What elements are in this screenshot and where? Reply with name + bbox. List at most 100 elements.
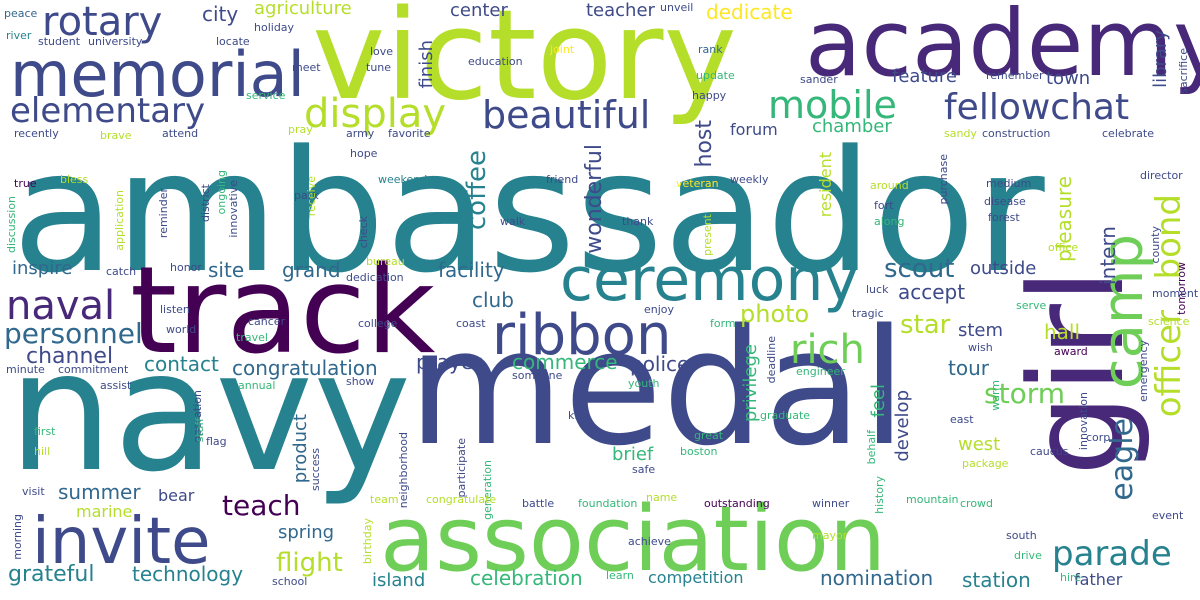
- word-veteran: veteran: [676, 177, 719, 190]
- word-invite: invite: [32, 505, 211, 579]
- word-chamber: chamber: [812, 116, 892, 137]
- word-dedication: dedication: [346, 271, 404, 284]
- word-congratulate: congratulate: [426, 493, 497, 506]
- word-love: love: [370, 45, 394, 58]
- word-pray: pray: [288, 123, 313, 136]
- word-center: center: [450, 0, 508, 21]
- word-show: show: [346, 375, 375, 388]
- word-medium: medium: [986, 177, 1032, 190]
- word-unveil: unveil: [660, 1, 694, 14]
- word-innovative: innovative: [227, 180, 240, 238]
- word-college: college: [358, 317, 398, 330]
- word-competition: competition: [648, 568, 744, 587]
- word-true: true: [14, 177, 37, 190]
- word-south: south: [1006, 529, 1037, 542]
- word-celebrate: celebrate: [1102, 127, 1154, 140]
- word-academy: academy: [805, 0, 1200, 97]
- word-sacrifice: sacrifice: [1177, 48, 1190, 94]
- word-event: event: [1152, 509, 1184, 522]
- word-crowd: crowd: [960, 497, 994, 510]
- word-along: along: [874, 215, 905, 228]
- word-boston: boston: [680, 445, 718, 458]
- word-personnel: personnel: [4, 317, 143, 350]
- word-present: present: [701, 214, 714, 256]
- word-dedicate: dedicate: [706, 0, 793, 24]
- word-ambassador: ambassador: [12, 114, 1045, 310]
- word-memorial: memorial: [10, 38, 305, 111]
- word-brave: brave: [100, 129, 132, 142]
- word-prayer: prayer: [416, 350, 482, 374]
- word-serve: serve: [1016, 299, 1047, 312]
- word-station: station: [962, 568, 1031, 592]
- word-receive: receive: [305, 176, 318, 217]
- word-success: success: [309, 448, 322, 492]
- word-around: around: [870, 179, 909, 192]
- word-forest: forest: [988, 211, 1020, 224]
- word-river: river: [6, 29, 32, 42]
- word-history: history: [873, 476, 886, 514]
- word-site: site: [208, 258, 245, 282]
- word-service: service: [246, 89, 286, 102]
- word-application: application: [113, 190, 126, 251]
- word-rich: rich: [790, 327, 865, 373]
- word-safe: safe: [632, 463, 656, 476]
- word-finish: finish: [416, 40, 437, 89]
- word-feature: feature: [892, 66, 957, 87]
- word-engineer: engineer: [796, 365, 845, 378]
- word-locate: locate: [216, 35, 250, 48]
- word-warm: warm: [989, 380, 1002, 411]
- word-travel: travel: [236, 331, 268, 344]
- word-intern: intern: [1096, 226, 1120, 285]
- word-update: update: [696, 69, 735, 82]
- word-wish: wish: [968, 341, 993, 354]
- word-agriculture: agriculture: [254, 0, 352, 19]
- word-hope: hope: [350, 147, 378, 160]
- word-thank: thank: [622, 215, 654, 228]
- word-participate: participate: [455, 438, 468, 498]
- word-star: star: [900, 310, 951, 340]
- word-fort: fort: [874, 199, 894, 212]
- word-product: product: [290, 414, 311, 484]
- word-association: association: [380, 487, 887, 592]
- word-stem: stem: [958, 320, 1004, 341]
- word-resident: resident: [816, 152, 835, 218]
- word-outside: outside: [970, 258, 1037, 279]
- word-staff: staff: [193, 418, 206, 443]
- word-kick: kick: [568, 409, 590, 422]
- word-happy: happy: [692, 89, 727, 102]
- word-rank: rank: [698, 43, 723, 56]
- word-commerce: commerce: [512, 350, 618, 374]
- word-fellowchat: fellowchat: [944, 87, 1130, 128]
- word-mobile: mobile: [768, 83, 897, 127]
- word-luck: luck: [866, 283, 889, 296]
- word-caucus: caucus: [1030, 445, 1069, 458]
- word-enjoy: enjoy: [644, 303, 675, 316]
- word-drive: drive: [1014, 549, 1042, 562]
- word-purchase: purchase: [937, 154, 950, 205]
- word-university: university: [88, 35, 143, 48]
- word-outstanding: outstanding: [704, 497, 770, 510]
- word-army: army: [346, 127, 375, 140]
- word-director: director: [1140, 169, 1183, 182]
- word-emergency: emergency: [1137, 340, 1150, 402]
- word-commitment: commitment: [58, 363, 129, 376]
- word-tour: tour: [948, 356, 989, 380]
- word-track: track: [130, 242, 436, 381]
- word-walk: walk: [500, 215, 526, 228]
- word-listen: listen: [160, 303, 190, 316]
- word-town: town: [1046, 68, 1091, 89]
- word-congratulation: congratulation: [232, 356, 378, 380]
- word-police: police: [630, 352, 690, 376]
- word-rotary: rotary: [42, 0, 163, 45]
- word-annual: annual: [238, 379, 276, 392]
- word-neighborhood: neighborhood: [397, 432, 410, 509]
- word-science: science: [1148, 315, 1190, 328]
- word-coffee: coffee: [462, 150, 492, 231]
- word-storm: storm: [984, 377, 1065, 410]
- word-weekly: weekly: [730, 173, 769, 186]
- word-winner: winner: [812, 497, 850, 510]
- word-wonderful: wonderful: [582, 144, 607, 254]
- word-ribbon: ribbon: [492, 303, 672, 368]
- word-recently: recently: [14, 127, 59, 140]
